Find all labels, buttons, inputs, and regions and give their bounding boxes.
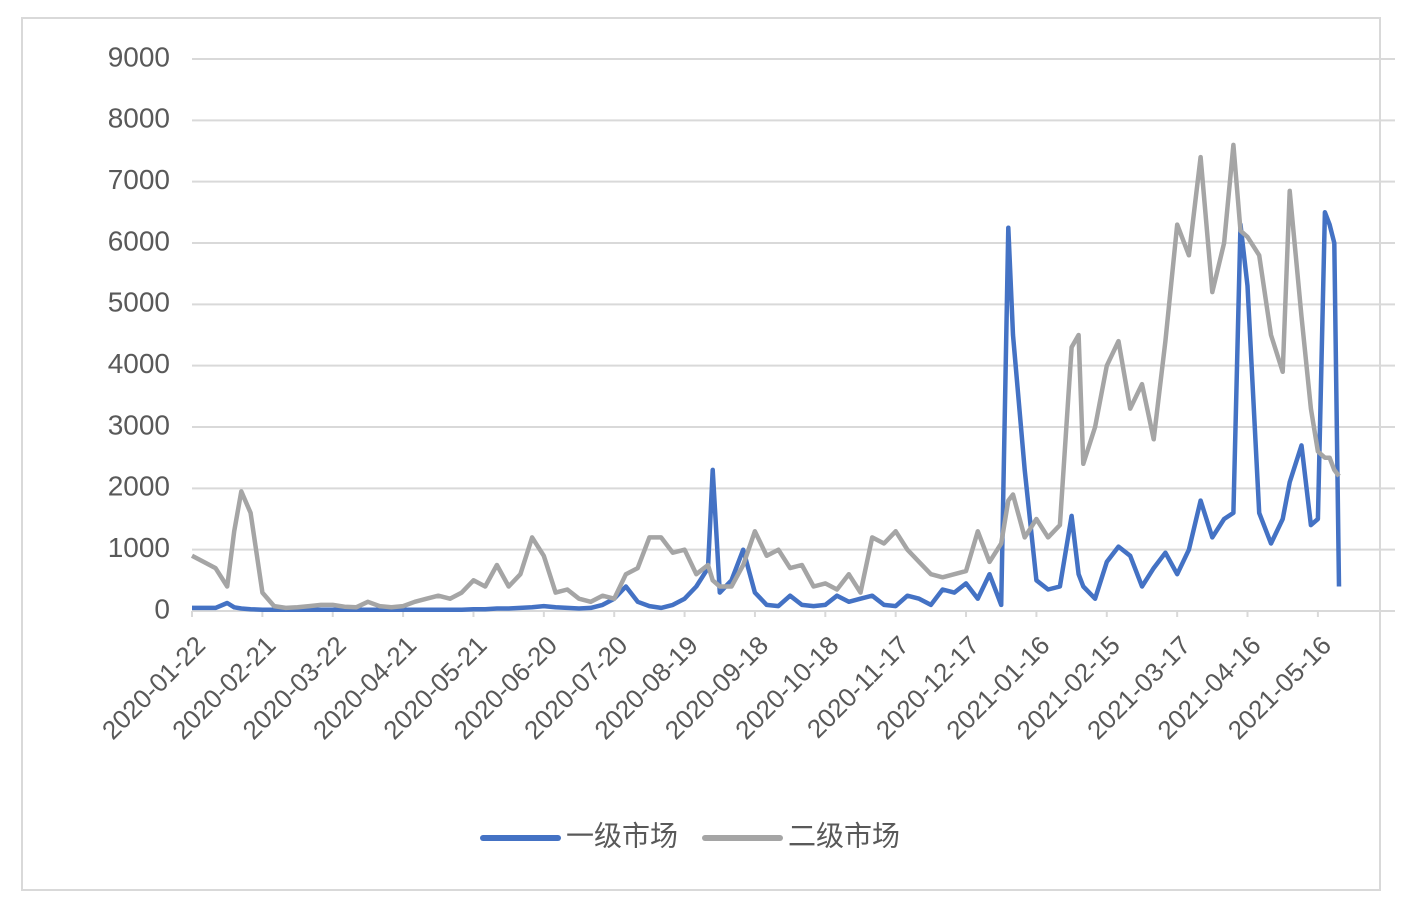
- y-tick-label: 5000: [108, 287, 170, 318]
- y-tick-label: 1000: [108, 532, 170, 563]
- y-tick-label: 2000: [108, 471, 170, 502]
- y-tick-label: 7000: [108, 164, 170, 195]
- legend-label: 一级市场: [566, 820, 678, 851]
- chart-border: [21, 17, 1381, 891]
- y-tick-label: 8000: [108, 103, 170, 134]
- y-tick-label: 0: [154, 593, 170, 624]
- y-tick-label: 3000: [108, 409, 170, 440]
- series-line: [190, 142, 1341, 611]
- y-tick-label: 6000: [108, 225, 170, 256]
- series-line: [192, 210, 1342, 613]
- legend-label: 二级市场: [788, 820, 900, 851]
- y-tick-label: 4000: [108, 348, 170, 379]
- y-tick-label: 9000: [108, 41, 170, 72]
